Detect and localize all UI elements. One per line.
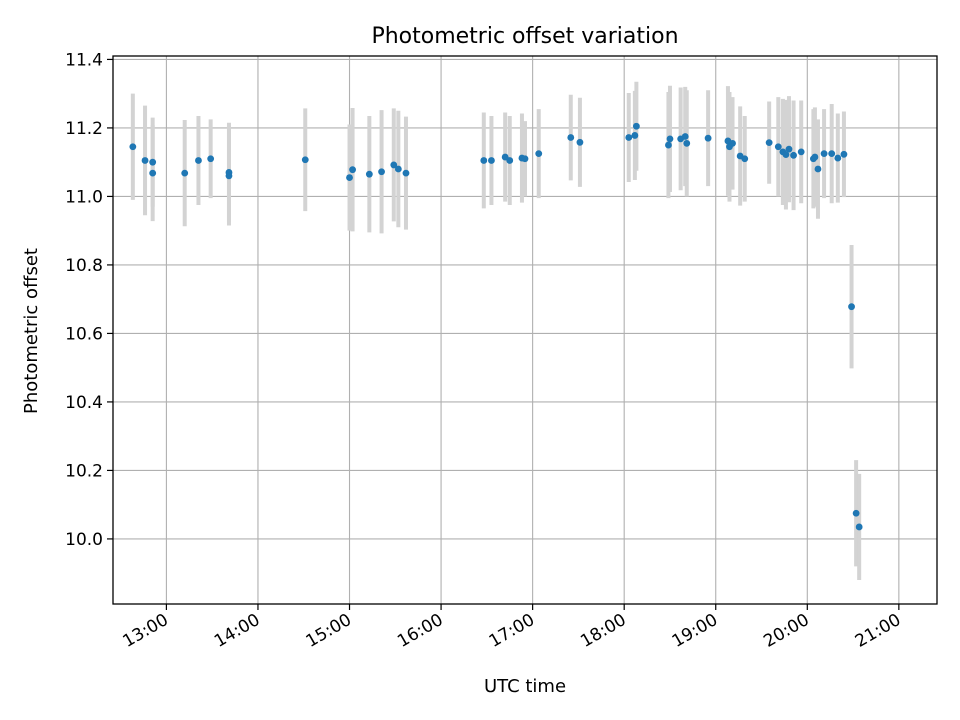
data-point <box>480 157 488 164</box>
data-point <box>488 157 495 164</box>
x-tick-label: 19:00 <box>669 610 721 652</box>
x-tick-label: 14:00 <box>211 610 263 652</box>
data-point <box>782 151 790 159</box>
data-point <box>301 156 309 164</box>
data-point <box>349 166 356 174</box>
data-point <box>129 143 137 151</box>
data-point <box>149 158 157 166</box>
x-tick-label: 13:00 <box>119 610 171 652</box>
data-point <box>346 174 353 181</box>
data-point <box>521 155 529 163</box>
y-tick-label: 11.2 <box>65 119 103 139</box>
data-point <box>785 145 793 153</box>
data-point <box>848 303 855 311</box>
data-point <box>506 157 514 164</box>
grid-lines <box>113 56 937 604</box>
data-point <box>840 150 848 158</box>
plot-frame <box>112 55 938 605</box>
data-points <box>129 122 863 531</box>
x-tick-label: 15:00 <box>303 610 355 652</box>
data-point <box>666 135 674 143</box>
y-axis-ticks: 10.0 10.2 10.4 10.6 10.8 11.0 11.2 11.4 <box>65 50 113 550</box>
error-bars <box>130 81 862 581</box>
data-point <box>378 168 385 176</box>
data-point <box>852 509 860 517</box>
data-point <box>625 134 633 141</box>
data-point <box>797 148 805 156</box>
y-tick-label: 10.0 <box>65 530 103 550</box>
data-point <box>225 172 233 180</box>
data-point <box>195 157 202 164</box>
data-point <box>207 155 215 163</box>
x-axis-label: UTC time <box>484 676 566 697</box>
data-point <box>394 165 402 173</box>
data-point <box>774 143 782 151</box>
y-tick-label: 11.4 <box>65 50 103 70</box>
data-point <box>828 150 836 158</box>
data-point <box>365 170 373 178</box>
y-tick-label: 11.0 <box>65 187 103 207</box>
data-point <box>141 157 149 164</box>
data-point <box>811 153 819 161</box>
data-point <box>149 169 157 177</box>
data-point <box>181 169 189 177</box>
data-point <box>402 169 410 177</box>
x-axis-ticks: 13:00 14:00 15:00 16:00 17:00 18:00 19:00 20:00… <box>119 604 904 652</box>
data-point <box>535 150 543 158</box>
data-point <box>665 141 672 149</box>
y-axis-label: Photometric offset <box>21 248 42 414</box>
data-point <box>681 133 689 140</box>
data-point <box>729 139 736 147</box>
data-point <box>632 122 640 130</box>
y-tick-label: 10.2 <box>65 461 103 481</box>
x-tick-label: 16:00 <box>394 610 446 652</box>
data-point <box>765 139 773 147</box>
data-point <box>820 150 828 158</box>
data-point <box>834 154 842 162</box>
y-tick-label: 10.4 <box>65 393 103 413</box>
data-point <box>631 132 639 139</box>
data-point <box>683 139 691 147</box>
data-point <box>855 523 863 531</box>
data-point <box>576 138 584 146</box>
data-point <box>567 134 575 141</box>
x-tick-label: 20:00 <box>760 610 812 652</box>
data-point <box>704 134 712 142</box>
data-point <box>790 151 797 159</box>
data-point <box>814 165 822 173</box>
data-point <box>390 161 398 169</box>
y-tick-label: 10.6 <box>65 324 103 344</box>
chart-title: Photometric offset variation <box>371 24 678 49</box>
x-tick-label: 21:00 <box>852 610 904 652</box>
x-tick-label: 18:00 <box>577 610 629 652</box>
x-tick-label: 17:00 <box>486 610 538 652</box>
y-tick-label: 10.8 <box>65 256 103 276</box>
data-point <box>741 155 749 163</box>
